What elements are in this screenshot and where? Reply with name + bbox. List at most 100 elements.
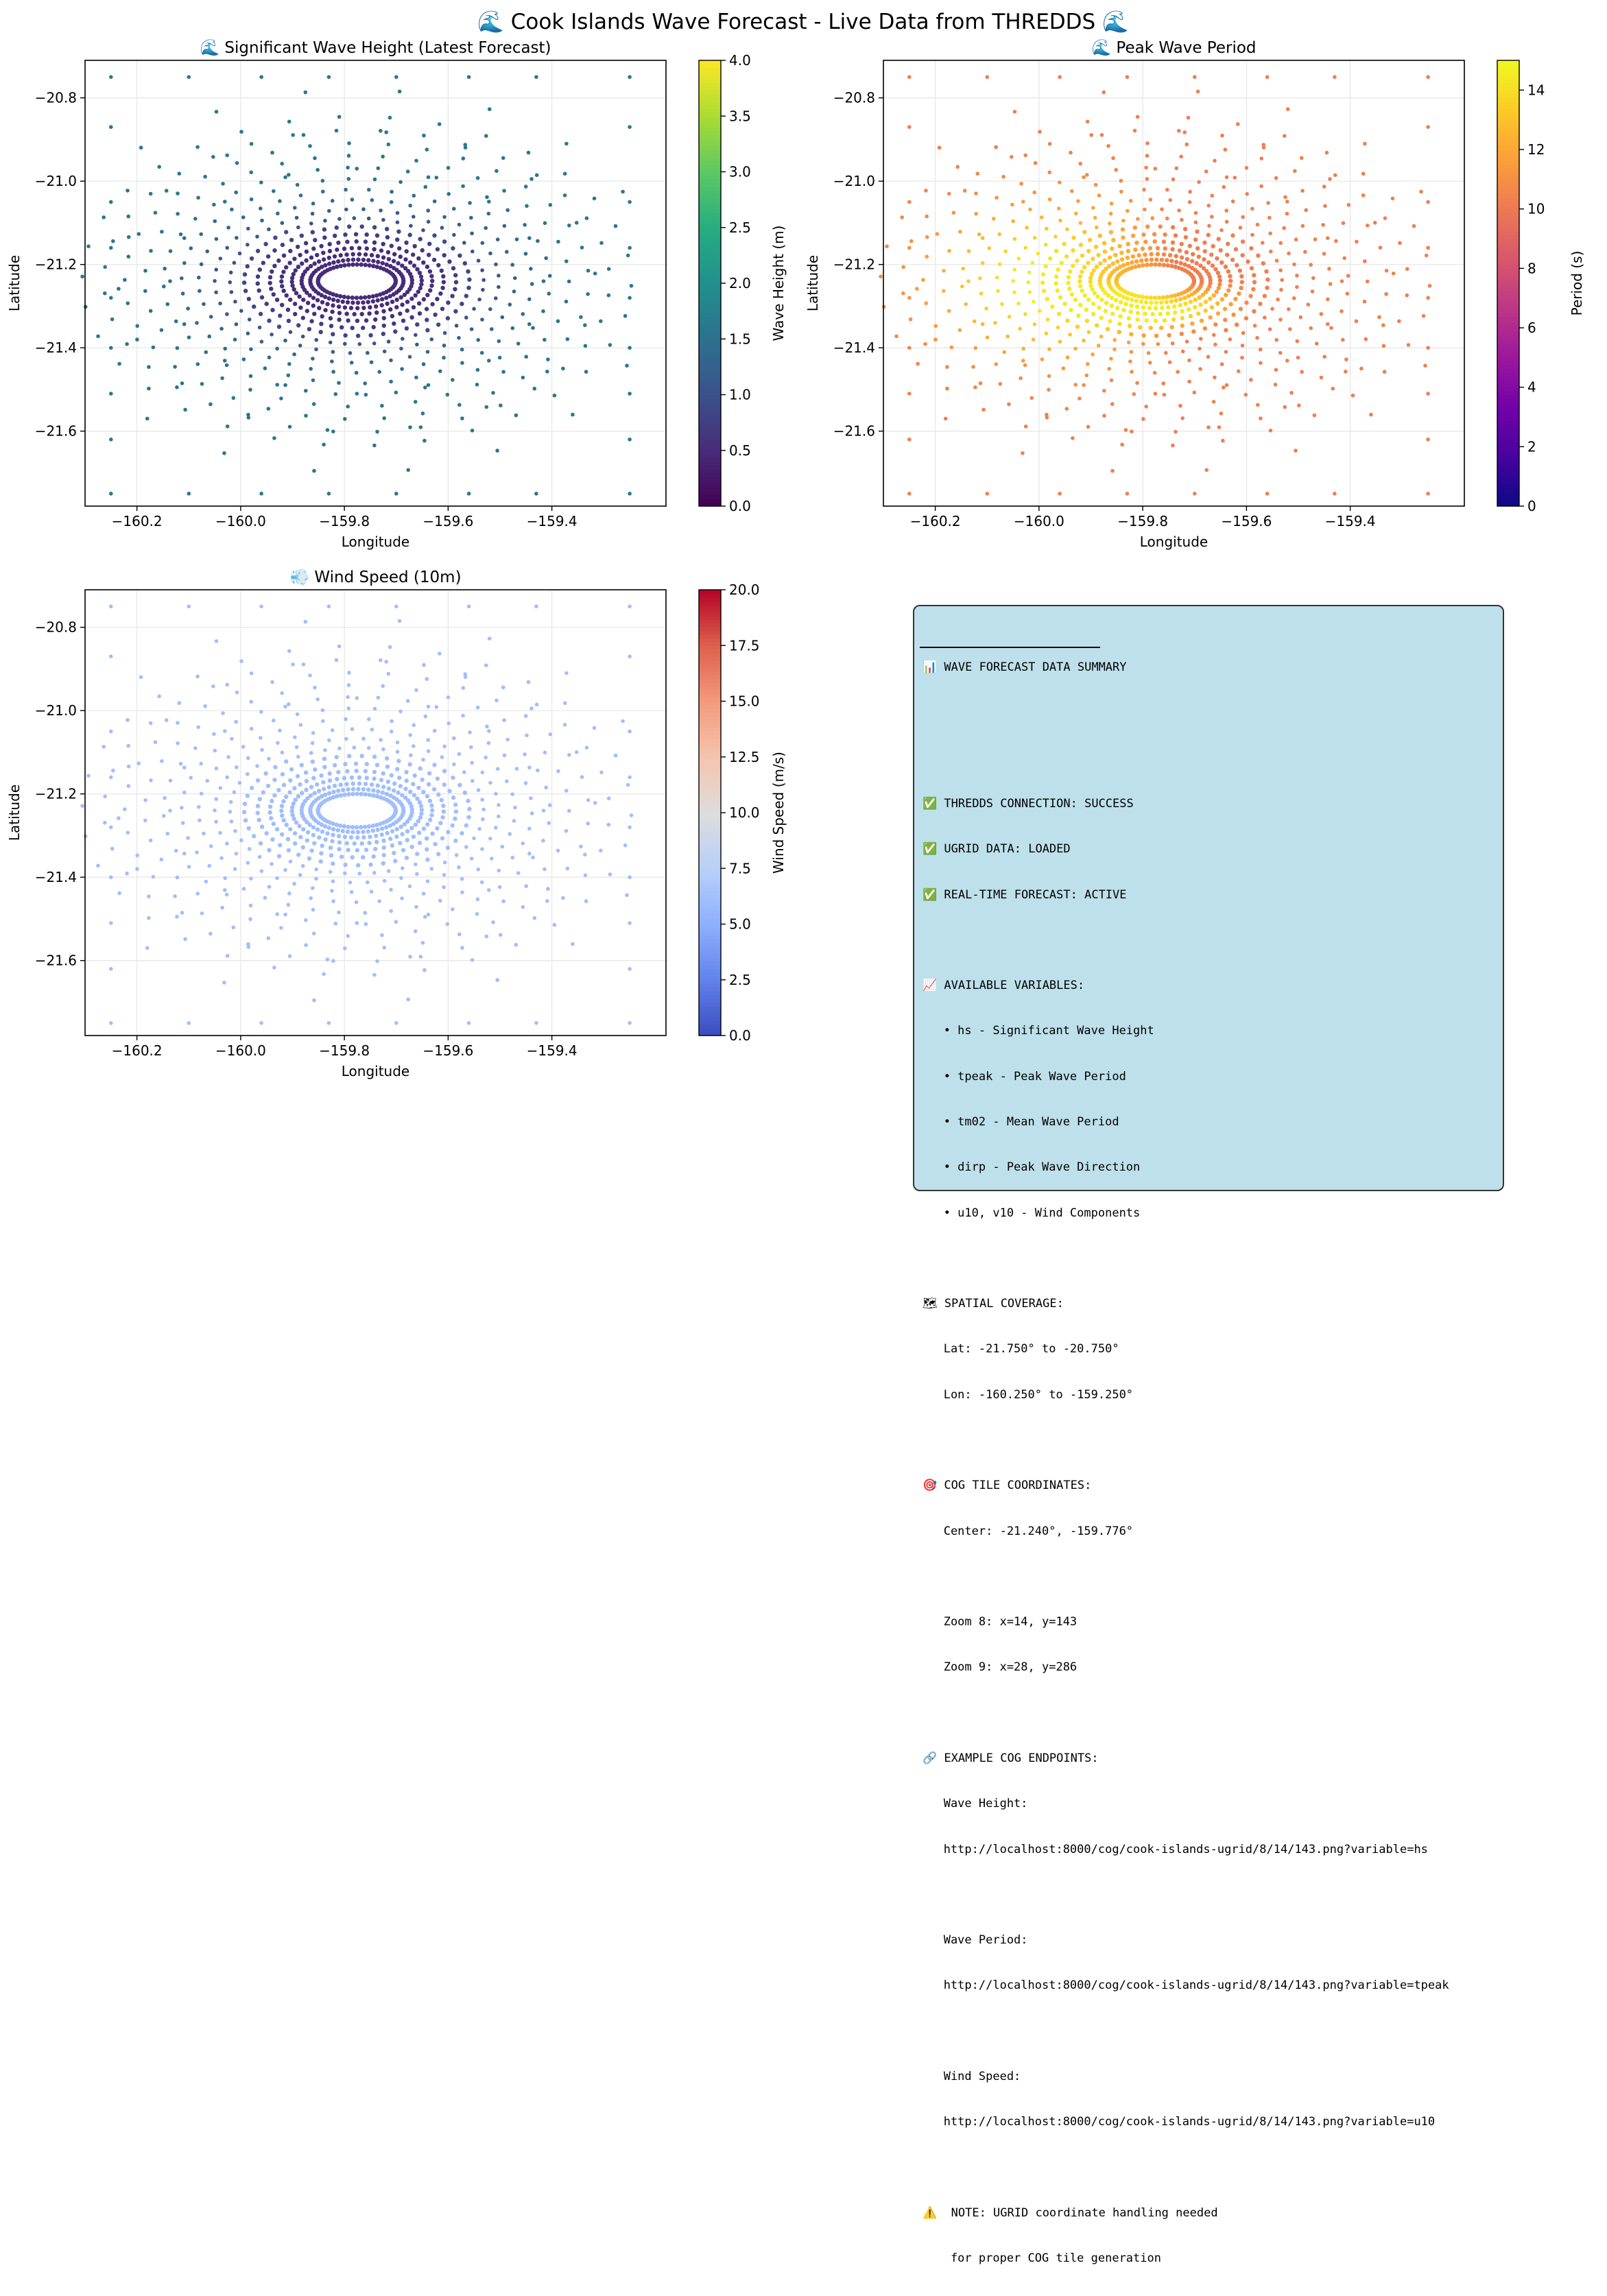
data-point — [457, 865, 461, 870]
colorbar-segment — [699, 664, 721, 669]
data-point — [367, 311, 372, 316]
data-point — [301, 298, 306, 302]
data-point — [1032, 300, 1036, 304]
data-point — [476, 259, 481, 263]
data-point — [1274, 176, 1278, 180]
data-point — [471, 778, 475, 783]
data-point — [126, 254, 131, 259]
data-point — [1224, 383, 1229, 387]
data-point — [512, 289, 516, 294]
data-point — [380, 403, 384, 408]
data-point — [416, 256, 421, 261]
colorbar-segment — [1497, 97, 1519, 102]
data-point — [165, 302, 170, 307]
data-point — [1207, 224, 1211, 228]
data-point — [406, 468, 410, 473]
data-point — [481, 807, 486, 812]
data-point — [1027, 290, 1032, 294]
data-point — [379, 208, 383, 213]
data-point — [239, 309, 243, 313]
data-point — [427, 269, 433, 274]
data-point — [1073, 298, 1078, 302]
data-point — [1306, 302, 1311, 307]
data-point — [476, 867, 480, 872]
data-point — [300, 261, 305, 266]
data-point — [326, 826, 331, 830]
colorbar-segment — [699, 365, 721, 370]
data-point — [1129, 292, 1134, 297]
data-point — [126, 301, 130, 306]
data-point — [275, 876, 279, 881]
data-point — [1178, 302, 1182, 308]
data-point — [267, 275, 273, 280]
data-point — [264, 830, 269, 836]
data-point — [510, 792, 514, 796]
data-point — [1025, 226, 1029, 230]
data-point — [1045, 416, 1049, 420]
data-point — [564, 671, 569, 675]
data-point — [404, 249, 409, 254]
data-point — [135, 853, 139, 858]
data-point — [1188, 189, 1192, 194]
data-point — [447, 721, 451, 726]
data-point — [1155, 246, 1160, 250]
data-point — [1359, 366, 1364, 371]
data-point — [428, 288, 433, 293]
data-point — [1132, 293, 1137, 298]
data-point — [357, 781, 362, 786]
data-point — [1141, 232, 1146, 237]
data-point — [234, 852, 239, 856]
data-point — [1245, 192, 1249, 196]
data-point — [1319, 312, 1324, 316]
data-point — [246, 226, 250, 231]
data-point — [370, 728, 374, 732]
data-point — [951, 211, 956, 215]
data-point — [1058, 180, 1062, 184]
data-point — [1171, 177, 1176, 182]
data-point — [501, 156, 505, 160]
data-point — [225, 246, 230, 250]
data-point — [1312, 413, 1317, 418]
data-point — [270, 862, 274, 866]
data-point — [1102, 90, 1106, 95]
colorbar-segment — [699, 730, 721, 735]
data-point — [1054, 281, 1058, 286]
data-point — [342, 824, 346, 829]
data-point — [354, 900, 359, 905]
colorbar-tick-label: 7.5 — [729, 860, 751, 876]
data-point — [320, 178, 325, 183]
data-point — [366, 824, 372, 829]
data-point — [1342, 256, 1346, 261]
data-point — [319, 822, 324, 827]
data-point — [424, 836, 429, 841]
colorbar-segment — [1497, 242, 1519, 247]
data-point — [1150, 216, 1155, 220]
data-point — [326, 296, 331, 301]
data-point — [1283, 134, 1287, 138]
data-point — [415, 872, 419, 876]
colorbar-segment — [699, 79, 721, 84]
colorbar-segment — [699, 879, 721, 884]
data-point — [579, 315, 583, 320]
colorbar-segment — [1497, 439, 1519, 444]
data-point — [311, 303, 316, 308]
data-point — [1210, 193, 1215, 198]
data-point — [947, 309, 951, 313]
data-point — [386, 339, 391, 344]
colorbar-segment — [699, 909, 721, 913]
data-point — [495, 978, 499, 982]
data-point — [276, 258, 281, 263]
data-point — [464, 845, 468, 849]
data-point — [1288, 327, 1292, 331]
data-point — [435, 826, 440, 831]
data-point — [1023, 246, 1027, 250]
colorbar-segment — [699, 391, 721, 396]
data-point — [356, 787, 361, 791]
data-point — [1078, 161, 1082, 166]
colorbar-segment — [699, 1013, 721, 1018]
data-point — [349, 361, 354, 365]
data-point — [1279, 287, 1283, 292]
data-point — [1010, 202, 1014, 207]
data-point — [495, 698, 499, 703]
data-point — [1274, 337, 1278, 342]
